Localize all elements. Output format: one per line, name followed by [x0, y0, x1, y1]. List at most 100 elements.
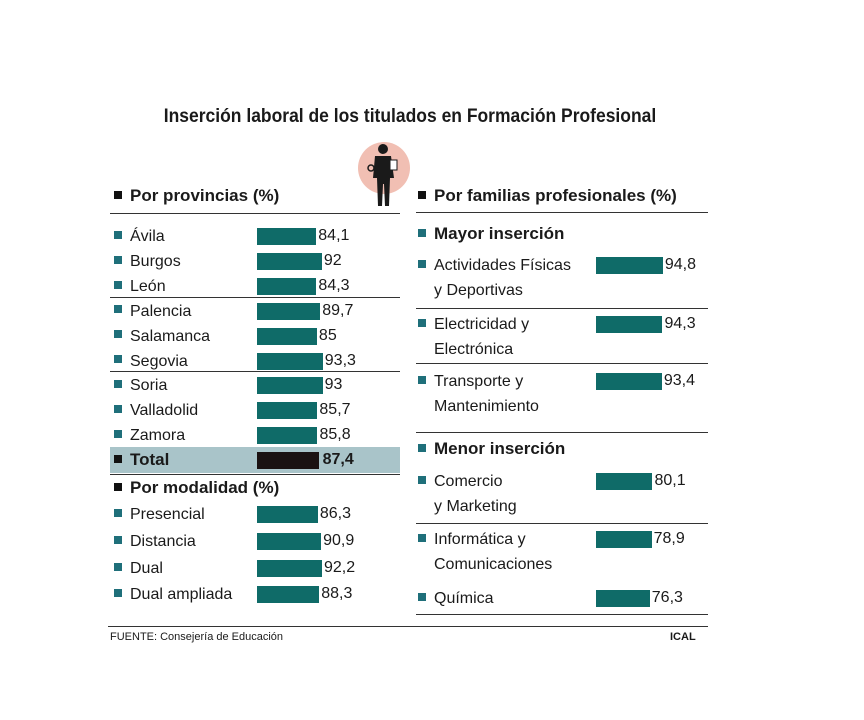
header-text: Por modalidad (%) — [130, 478, 280, 497]
bullet-icon — [114, 454, 122, 463]
category-text: Burgos — [130, 252, 181, 270]
bullet-icon — [114, 508, 122, 517]
bar — [257, 560, 322, 577]
bullet-icon — [418, 318, 426, 327]
header-text: Total — [130, 450, 170, 469]
total-bar — [257, 452, 319, 469]
value-label: 94,8 — [664, 256, 696, 273]
header-mayor: Mayor inserción — [418, 224, 564, 244]
bullet-icon — [418, 375, 426, 384]
category-text: Electrónica — [434, 341, 514, 358]
category-text: Comunicaciones — [434, 556, 553, 573]
bullet-icon — [418, 190, 426, 199]
category-text: Valladolid — [130, 402, 199, 420]
value-label: 93,3 — [324, 351, 356, 369]
total-band — [110, 447, 400, 473]
header-modalidad: Por modalidad (%) — [114, 478, 279, 498]
header-text: Mayor inserción — [434, 224, 565, 243]
category-label: Salamanca — [114, 324, 210, 349]
value-label: 90,9 — [323, 532, 355, 549]
bar — [257, 586, 320, 603]
value-label: 88,3 — [321, 585, 353, 602]
bullet-icon — [114, 230, 122, 239]
category-text: y Marketing — [434, 498, 517, 515]
divider — [110, 297, 400, 298]
bar — [596, 373, 662, 390]
category-text: Presencial — [130, 506, 205, 523]
divider — [110, 213, 400, 214]
total-value: 87,4 — [322, 451, 354, 468]
category-label: Zamora — [114, 423, 185, 448]
bar — [257, 427, 318, 445]
bullet-icon — [114, 535, 122, 544]
bullet-icon — [114, 482, 122, 491]
bar — [257, 327, 317, 345]
category-label: Transporte y Mantenimiento — [418, 369, 539, 419]
bar — [257, 228, 317, 245]
category-text: Distancia — [130, 533, 196, 550]
category-text: Palencia — [130, 302, 192, 320]
header-text: Por familias profesionales (%) — [434, 186, 677, 205]
bar — [596, 531, 652, 548]
value-label: 85 — [318, 326, 337, 344]
bullet-icon — [418, 533, 426, 542]
category-label: Informática y Comunicaciones — [418, 527, 552, 577]
category-text: Salamanca — [130, 327, 211, 345]
divider — [416, 212, 708, 213]
bar — [257, 377, 323, 395]
category-text: Ávila — [130, 228, 165, 245]
category-label: Ávila — [114, 224, 165, 249]
bar — [257, 402, 318, 420]
category-label: Palencia — [114, 299, 191, 324]
category-label: Dual ampliada — [114, 582, 232, 607]
value-label: 85,7 — [319, 401, 351, 419]
bullet-icon — [418, 259, 426, 268]
category-label: Distancia — [114, 529, 196, 554]
chart-title: Inserción laboral de los titulados en Fo… — [163, 106, 657, 127]
category-text: Dual ampliada — [130, 586, 233, 603]
value-label: 76,3 — [651, 589, 683, 606]
category-text: Dual — [130, 560, 163, 577]
header-familias: Por familias profesionales (%) — [418, 186, 677, 206]
bullet-icon — [418, 475, 426, 484]
bullet-icon — [114, 380, 122, 389]
category-label: Burgos — [114, 249, 181, 274]
bullet-icon — [418, 592, 426, 601]
bullet-icon — [114, 588, 122, 597]
bullet-icon — [114, 280, 122, 289]
bullet-icon — [114, 355, 122, 364]
category-text: Transporte y — [434, 373, 524, 390]
category-text: Química — [434, 590, 494, 607]
value-label: 84,3 — [318, 276, 350, 294]
value-label: 93 — [324, 376, 343, 394]
category-label: Dual — [114, 556, 163, 581]
category-text: Zamora — [130, 427, 186, 445]
bullet-icon — [114, 305, 122, 314]
source-note: FUENTE: Consejería de Educación — [110, 631, 284, 643]
divider — [416, 523, 708, 524]
bar — [257, 277, 317, 295]
divider — [110, 371, 400, 372]
value-label: 93,4 — [663, 372, 695, 389]
bullet-icon — [114, 190, 122, 199]
bar — [596, 316, 663, 333]
bar — [257, 506, 318, 523]
category-text: Comercio — [434, 473, 503, 490]
divider — [416, 363, 708, 364]
divider — [416, 432, 708, 433]
category-label: Soria — [114, 373, 167, 398]
value-label: 89,7 — [322, 301, 354, 319]
bar — [257, 252, 322, 270]
value-label: 92 — [323, 251, 342, 269]
value-label: 85,8 — [319, 426, 351, 444]
category-label: Presencial — [114, 502, 205, 527]
bullet-icon — [114, 255, 122, 264]
category-label: Comercio y Marketing — [418, 469, 517, 519]
value-label: 78,9 — [653, 530, 685, 547]
bar — [257, 533, 322, 550]
category-label: Química — [418, 586, 494, 611]
credit: ICAL — [670, 631, 696, 643]
value-label: 94,3 — [664, 315, 696, 332]
bullet-icon — [114, 405, 122, 414]
